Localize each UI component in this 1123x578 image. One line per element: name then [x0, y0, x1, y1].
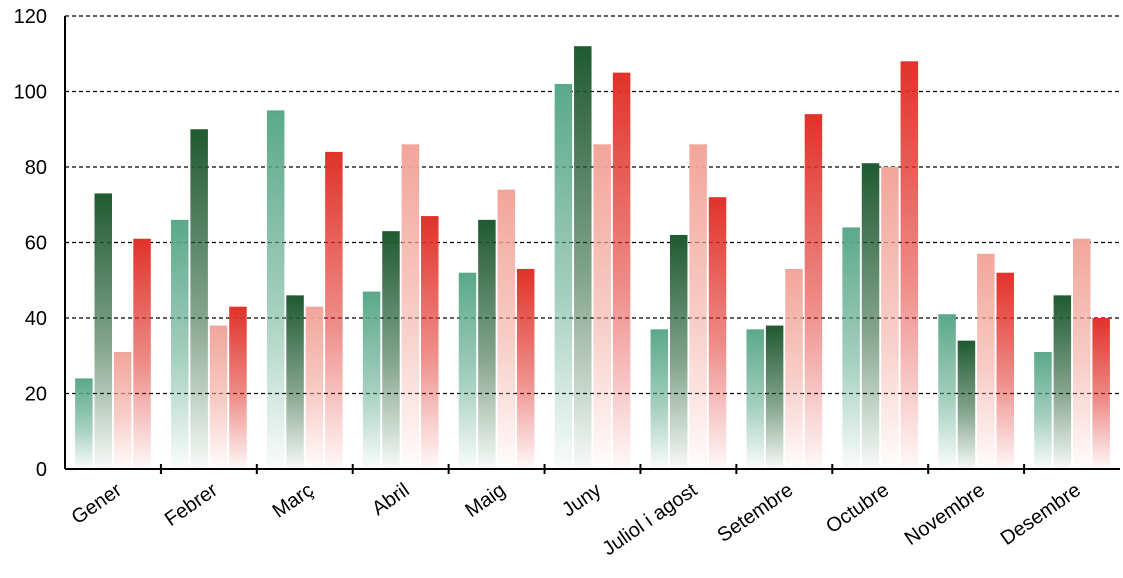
bar — [669, 234, 688, 469]
category-label: Febrer — [161, 479, 222, 531]
bar — [171, 219, 189, 469]
bar — [1073, 238, 1091, 469]
bar — [382, 231, 400, 469]
category-label: Novembre — [901, 479, 989, 550]
category-label: Setembre — [714, 479, 798, 547]
bar — [478, 219, 496, 469]
bar — [497, 189, 516, 469]
bar — [977, 253, 995, 469]
y-tick-label: 100 — [14, 82, 47, 104]
y-tick-label: 20 — [25, 384, 47, 406]
bars — [75, 46, 1110, 470]
bar — [765, 325, 784, 469]
bar — [900, 61, 919, 470]
bar — [362, 291, 381, 469]
category-label: Març — [269, 479, 318, 523]
bar — [1053, 295, 1072, 469]
bar — [209, 325, 228, 469]
bar — [804, 114, 823, 470]
bar — [574, 46, 592, 469]
bar — [861, 163, 880, 469]
bar — [286, 295, 304, 469]
bar — [1092, 318, 1110, 469]
bar — [401, 144, 420, 469]
axes — [64, 16, 1120, 474]
bar — [458, 272, 477, 469]
category-label: Desembre — [997, 479, 1085, 550]
bar — [421, 216, 439, 469]
y-tick-label: 60 — [25, 233, 47, 255]
bar — [842, 227, 860, 469]
y-tick-label: 80 — [25, 157, 47, 179]
bar — [516, 268, 535, 469]
bar — [325, 151, 343, 469]
bar — [266, 110, 285, 470]
bar — [593, 144, 611, 469]
bar — [708, 197, 727, 469]
bar — [785, 268, 803, 469]
y-tick-label: 0 — [36, 459, 47, 481]
bar — [75, 378, 93, 469]
category-label: Octubre — [822, 479, 893, 538]
bar — [746, 329, 764, 469]
bar — [938, 314, 956, 469]
bar — [113, 351, 132, 469]
category-label: Juny — [558, 479, 605, 521]
bar — [612, 72, 631, 470]
bar — [554, 83, 573, 469]
bar — [996, 272, 1014, 469]
bar — [305, 306, 324, 469]
bar — [133, 238, 151, 469]
category-label: Juliol i agost — [599, 479, 702, 560]
category-label: Abril — [368, 479, 413, 520]
y-tick-label: 120 — [14, 6, 47, 28]
bar — [229, 306, 247, 469]
y-tick-label: 40 — [25, 308, 47, 330]
bar — [1034, 351, 1052, 469]
y-tick-labels: 0 20 40 60 80 100 120 — [14, 6, 47, 481]
bar — [650, 329, 669, 469]
bar — [957, 340, 976, 469]
bar — [689, 144, 707, 469]
bar — [190, 129, 208, 469]
bar — [881, 167, 899, 469]
category-label: Gener — [68, 479, 126, 529]
category-label: Maig — [461, 479, 509, 522]
bar — [94, 193, 112, 469]
